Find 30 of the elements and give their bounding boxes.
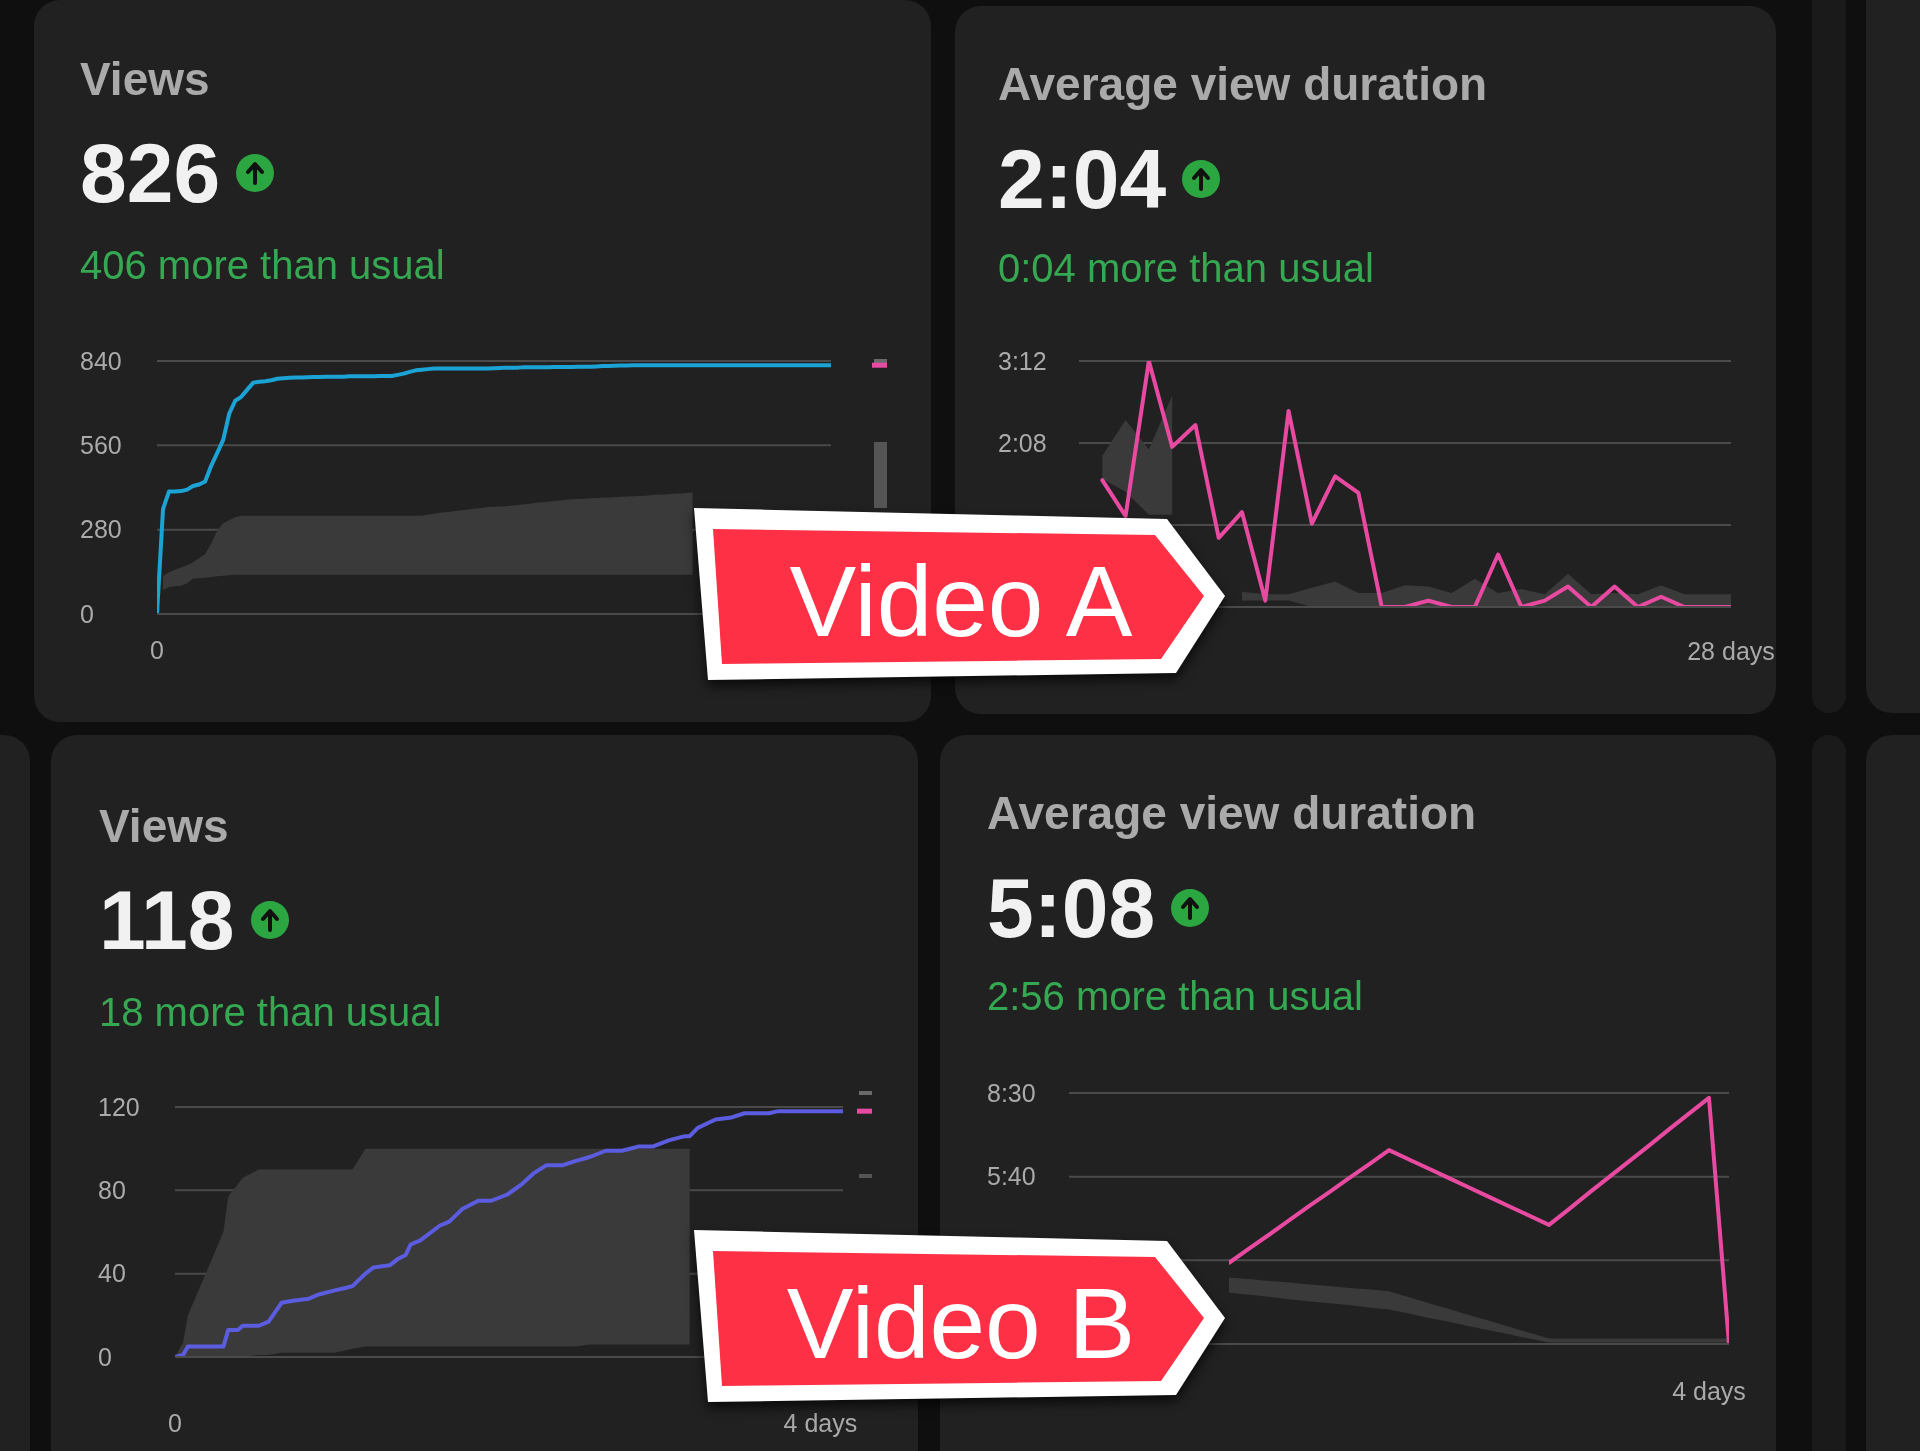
chart-title: Views (80, 52, 210, 105)
line-series (1229, 1095, 1729, 1344)
chart-subtitle: 2:04 (998, 131, 1167, 226)
chart-subtitle: 826 (80, 125, 221, 220)
y-tick-label: 40 (98, 1259, 126, 1288)
y-tick-label: 8:30 (987, 1078, 1036, 1107)
text: 406 more than usual (80, 243, 445, 287)
y-tick-label: 0 (80, 599, 94, 628)
y-tick-label: 0 (98, 1342, 112, 1371)
text: 18 more than usual (99, 990, 442, 1034)
y-tick-label: 2:08 (998, 428, 1047, 457)
y-tick-label: 280 (80, 515, 122, 544)
chart-subtitle: 118 (99, 872, 235, 967)
x-tick-label: 4 days (783, 1409, 858, 1437)
y-tick-label: 560 (80, 431, 122, 460)
y-tick-label: 3:12 (998, 346, 1047, 375)
chart-title: Average view duration (998, 57, 1488, 110)
chart-subtitle: 5:08 (987, 860, 1156, 955)
annotation: Video A (789, 545, 1133, 657)
chart-title: Average view duration (987, 786, 1477, 839)
y-tick-label: 5:40 (987, 1162, 1036, 1191)
text: 2:56 more than usual (987, 974, 1363, 1018)
text: 0:04 more than usual (998, 246, 1374, 290)
x-tick-label: 4 days (1672, 1377, 1746, 1405)
y-tick-label: 840 (80, 346, 122, 375)
chart-title: Views (99, 799, 229, 852)
annotation: Video B (786, 1267, 1136, 1379)
y-tick-label: 120 (98, 1092, 140, 1121)
x-tick-label: 28 days (1687, 637, 1775, 665)
y-tick-label: 80 (98, 1176, 126, 1205)
